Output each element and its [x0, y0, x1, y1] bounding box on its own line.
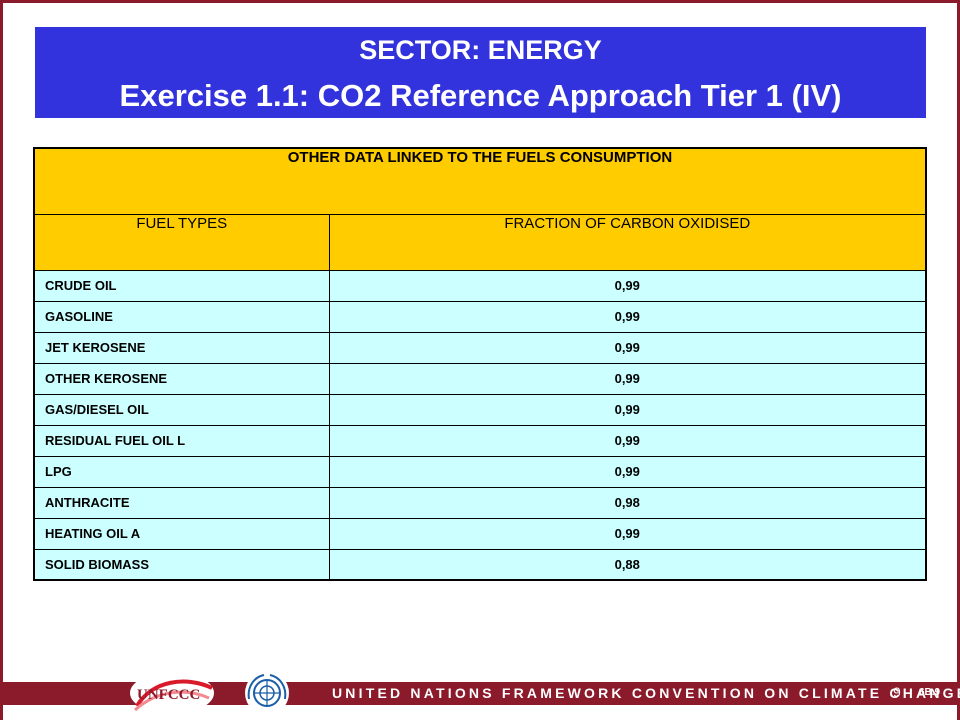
- column-header-fuel-types: FUEL TYPES: [33, 213, 330, 271]
- fuel-oxidation-table: OTHER DATA LINKED TO THE FUELS CONSUMPTI…: [33, 147, 927, 581]
- frame-top-border: [0, 0, 960, 3]
- table-row: LPG 0,99: [33, 455, 927, 488]
- fuel-type-cell: SOLID BIOMASS: [33, 548, 330, 581]
- fuel-type-cell: ANTHRACITE: [33, 486, 330, 519]
- fuel-type-cell: CRUDE OIL: [33, 269, 330, 302]
- fraction-cell: 0,99: [328, 300, 927, 333]
- fraction-cell: 0,88: [328, 548, 927, 581]
- frame-left-border: [0, 0, 3, 720]
- table-row: SOLID BIOMASS 0,88: [33, 548, 927, 581]
- footer-left-band: [0, 682, 108, 705]
- fuel-type-cell: LPG: [33, 455, 330, 488]
- slide-code: 6B.9: [919, 687, 941, 698]
- fraction-cell: 0,98: [328, 486, 927, 519]
- table-row: ANTHRACITE 0,98: [33, 486, 927, 519]
- fuel-type-cell: GAS/DIESEL OIL: [33, 393, 330, 426]
- fraction-cell: 0,99: [328, 331, 927, 364]
- fraction-cell: 0,99: [328, 424, 927, 457]
- slide-title: SECTOR: ENERGY: [359, 35, 602, 65]
- fraction-cell: 0,99: [328, 455, 927, 488]
- table-row: RESIDUAL FUEL OIL L 0,99: [33, 424, 927, 457]
- table-row: OTHER KEROSENE 0,99: [33, 362, 927, 395]
- fraction-cell: 0,99: [328, 517, 927, 550]
- footer-band: [108, 682, 960, 705]
- title-banner: SECTOR: ENERGY Exercise 1.1: CO2 Referen…: [35, 27, 926, 118]
- un-emblem-icon: [242, 669, 292, 717]
- table-row: CRUDE OIL 0,99: [33, 269, 927, 302]
- convention-banner-text: UNITED NATIONS FRAMEWORK CONVENTION ON C…: [332, 685, 960, 701]
- footer: UNFCCC UNITED NATIONS FRAMEWORK CONVENTI…: [0, 666, 960, 720]
- fuel-type-cell: JET KEROSENE: [33, 331, 330, 364]
- slide-subtitle: Exercise 1.1: CO2 Reference Approach Tie…: [119, 78, 842, 113]
- table-heading: OTHER DATA LINKED TO THE FUELS CONSUMPTI…: [33, 147, 927, 215]
- fuel-type-cell: GASOLINE: [33, 300, 330, 333]
- table-row: HEATING OIL A 0,99: [33, 517, 927, 550]
- table-row: GAS/DIESEL OIL 0,99: [33, 393, 927, 426]
- fraction-cell: 0,99: [328, 362, 927, 395]
- fraction-cell: 0,99: [328, 393, 927, 426]
- table-heading-row: OTHER DATA LINKED TO THE FUELS CONSUMPTI…: [33, 147, 927, 215]
- unfccc-logo-text: UNFCCC: [137, 687, 200, 703]
- table-row: GASOLINE 0,99: [33, 300, 927, 333]
- frame-right-border: [957, 0, 960, 720]
- table-row: JET KEROSENE 0,99: [33, 331, 927, 364]
- fuel-type-cell: RESIDUAL FUEL OIL L: [33, 424, 330, 457]
- fuel-type-cell: HEATING OIL A: [33, 517, 330, 550]
- table-column-headers: FUEL TYPES FRACTION OF CARBON OXIDISED: [33, 213, 927, 271]
- fuel-type-cell: OTHER KEROSENE: [33, 362, 330, 395]
- column-header-fraction-oxidised: FRACTION OF CARBON OXIDISED: [328, 213, 927, 271]
- fraction-cell: 0,99: [328, 269, 927, 302]
- page-number: 9: [893, 684, 901, 700]
- unfccc-logo-icon: UNFCCC: [117, 668, 217, 716]
